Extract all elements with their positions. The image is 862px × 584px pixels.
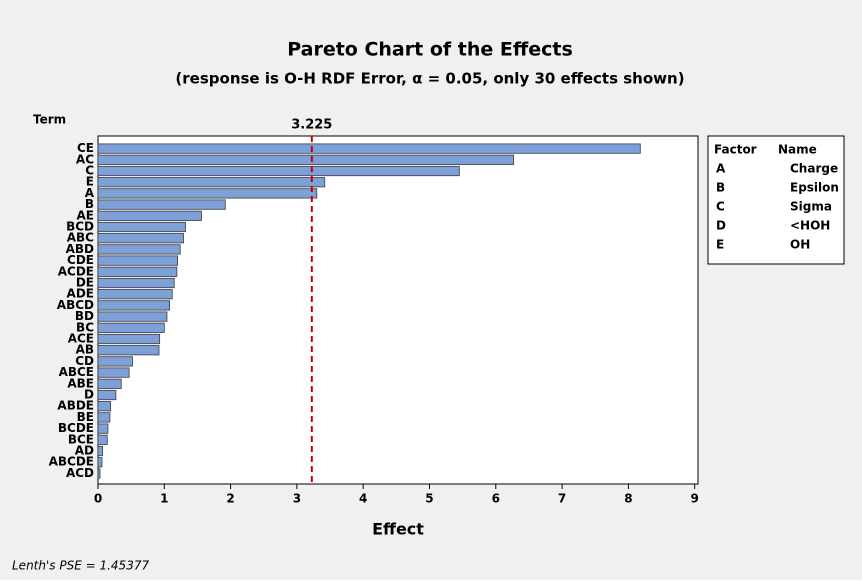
- legend-header: Factor: [714, 143, 757, 157]
- bar: [97, 165, 460, 177]
- bar: [97, 177, 326, 188]
- y-tick-label: CE: [77, 141, 94, 155]
- y-tick-label: ACE: [68, 332, 94, 346]
- legend-box: [707, 135, 845, 265]
- bar: [97, 289, 173, 300]
- y-tick-label: ADE: [67, 287, 94, 301]
- x-tick-label: 6: [492, 492, 500, 506]
- bar: [97, 434, 108, 445]
- x-tick-label: 1: [160, 492, 168, 506]
- legend-cell: Charge: [790, 162, 838, 176]
- bar: [97, 199, 226, 210]
- bar: [97, 356, 133, 367]
- x-tick-label: 7: [558, 492, 566, 506]
- bar: [97, 378, 122, 389]
- bar: [97, 322, 165, 333]
- legend-cell: E: [716, 238, 724, 252]
- legend-cell: Epsilon: [790, 181, 839, 195]
- bar: [97, 367, 130, 378]
- bar: [97, 401, 111, 412]
- y-tick-label: AC: [76, 152, 94, 166]
- x-tick-label: 3: [293, 492, 301, 506]
- bar: [97, 143, 641, 154]
- y-tick-label: AE: [77, 208, 94, 222]
- y-tick-label: E: [86, 175, 94, 189]
- bar: [97, 345, 160, 356]
- bar: [97, 277, 175, 289]
- bar: [97, 221, 186, 233]
- bar: [97, 389, 117, 401]
- y-tick-label: BC: [76, 320, 94, 334]
- x-tick-label: 8: [624, 492, 632, 506]
- legend-header: Name: [778, 143, 817, 157]
- legend-cell: OH: [790, 238, 810, 252]
- y-tick-label: B: [85, 197, 94, 211]
- x-tick-label: 4: [359, 492, 367, 506]
- y-tick-label: ABCE: [59, 365, 94, 379]
- x-tick-label: 9: [691, 492, 699, 506]
- y-tick-label: ACDE: [58, 264, 94, 278]
- y-tick-label: BD: [75, 309, 94, 323]
- bar: [97, 457, 103, 468]
- x-tick-label: 2: [226, 492, 234, 506]
- bar: [97, 266, 178, 277]
- y-tick-label: AD: [75, 444, 94, 458]
- y-tick-label: D: [84, 388, 94, 402]
- x-tick-label: 5: [425, 492, 433, 506]
- y-tick-label: BCDE: [58, 421, 94, 435]
- bar: [97, 210, 202, 221]
- x-tick-label: 0: [94, 492, 102, 506]
- bar: [97, 233, 184, 244]
- legend-cell: A: [716, 162, 726, 176]
- bar: [97, 244, 181, 255]
- y-tick-label: C: [85, 164, 94, 178]
- y-tick-label: ABDE: [57, 399, 94, 413]
- y-tick-label: ABD: [66, 242, 94, 256]
- bar: [97, 300, 171, 311]
- legend-cell: C: [716, 200, 725, 214]
- legend-cell: D: [716, 219, 726, 233]
- y-tick-label: ACD: [66, 466, 94, 480]
- chart-subtitle: (response is O-H RDF Error, α = 0.05, on…: [175, 70, 684, 88]
- bar: [97, 412, 111, 423]
- y-axis-label: Term: [33, 113, 66, 127]
- y-tick-label: AB: [76, 343, 94, 357]
- bar: [97, 333, 161, 345]
- bar: [97, 445, 104, 457]
- bar: [97, 255, 178, 266]
- y-tick-label: ABC: [67, 231, 94, 245]
- legend-cell: <HOH: [790, 219, 830, 233]
- bar: [97, 188, 318, 199]
- y-tick-label: A: [85, 186, 95, 200]
- plot-area: [97, 135, 699, 485]
- bar: [97, 468, 101, 479]
- chart-title: Pareto Chart of the Effects: [287, 39, 573, 61]
- y-tick-label: DE: [76, 276, 94, 290]
- legend-cell: B: [716, 181, 725, 195]
- reference-label: 3.225: [291, 118, 332, 133]
- bar: [97, 311, 168, 322]
- y-tick-label: ABE: [67, 376, 94, 390]
- bar: [97, 154, 515, 165]
- x-axis-label: Effect: [372, 520, 424, 539]
- bar: [97, 423, 109, 434]
- y-tick-label: CD: [75, 354, 94, 368]
- footnote: Lenth's PSE = 1.45377: [12, 559, 149, 573]
- y-tick-label: CDE: [67, 253, 94, 267]
- y-tick-label: ABCD: [57, 298, 94, 312]
- y-tick-label: BCE: [68, 432, 94, 446]
- y-tick-label: BE: [77, 410, 94, 424]
- y-tick-label: ABCDE: [49, 455, 94, 469]
- y-tick-label: BCD: [66, 220, 94, 234]
- legend-cell: Sigma: [790, 200, 832, 214]
